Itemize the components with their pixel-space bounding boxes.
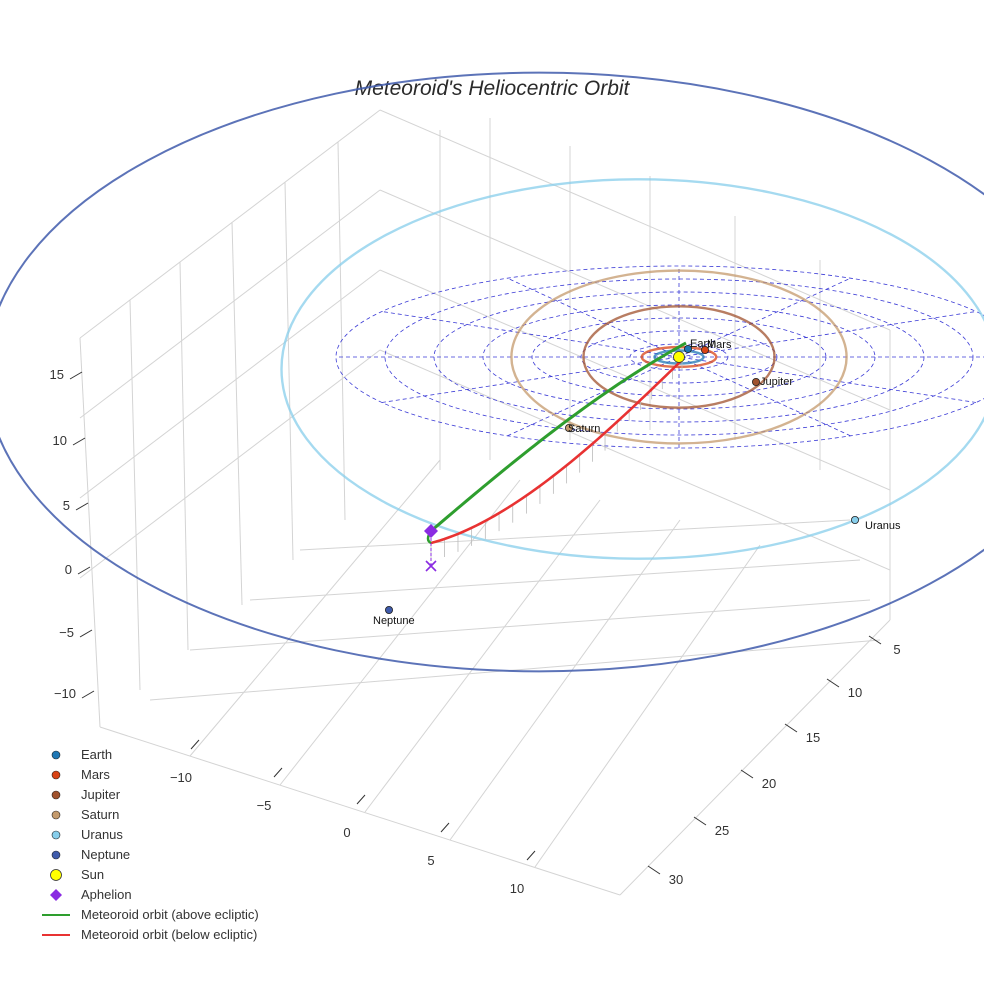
z-tick-label: 10 [53, 433, 67, 448]
y-tick [740, 769, 754, 779]
aphelion-marker [424, 524, 438, 538]
y-tick [693, 816, 707, 826]
z-tick-label: −10 [54, 686, 76, 701]
x-tick-label: 0 [343, 825, 350, 840]
x-tick-label: 5 [427, 853, 434, 868]
legend-marker [51, 770, 61, 780]
y-tick-label: 25 [715, 823, 729, 838]
y-tick-label: 15 [806, 730, 820, 745]
legend-marker [51, 810, 61, 820]
orbit-saturn [510, 269, 848, 445]
z-tick [72, 437, 86, 446]
legend-marker [51, 850, 61, 860]
x-tick [356, 794, 366, 805]
legend-label: Uranus [81, 827, 123, 842]
y-tick [868, 635, 882, 645]
planet-label-saturn: Saturn [568, 423, 600, 435]
y-tick-label: 20 [762, 776, 776, 791]
legend-marker [50, 889, 62, 901]
planet-uranus [851, 516, 860, 525]
planet-label-mars: Mars [707, 339, 732, 351]
z-tick [77, 566, 91, 575]
legend-marker [50, 869, 62, 881]
ecliptic-spoke [381, 311, 977, 403]
z-tick-label: 0 [65, 562, 72, 577]
meteoroid-orbit-below [430, 359, 683, 545]
plot-frame [79, 109, 891, 896]
planet-mars [701, 345, 710, 354]
legend: Earth Mars Jupiter Saturn Uranus Neptune Sun Ap… [42, 747, 259, 942]
planet-orbits [0, 71, 984, 673]
z-tick [79, 629, 93, 638]
meteoroid-orbit [425, 341, 687, 572]
legend-label: Aphelion [81, 887, 132, 902]
legend-label: Saturn [81, 807, 119, 822]
meteoroid-orbit-above [430, 341, 687, 533]
x-tick [190, 739, 200, 750]
z-tick-label: 5 [63, 498, 70, 513]
legend-label: Meteoroid orbit (below ecliptic) [81, 927, 257, 942]
x-tick-label: −5 [257, 798, 272, 813]
y-tick-label: 5 [893, 642, 900, 657]
ecliptic-spoke [381, 311, 977, 403]
legend-marker [51, 790, 61, 800]
planet-neptune [384, 606, 393, 615]
legend-label: Sun [81, 867, 104, 882]
aphelion-projection-marker [425, 560, 437, 572]
z-tick-label: 15 [50, 367, 64, 382]
legend-label: Meteoroid orbit (above ecliptic) [81, 907, 259, 922]
y-tick [647, 865, 661, 875]
x-tick-label: −10 [170, 770, 192, 785]
orbit-neptune [0, 71, 984, 673]
planet-earth [684, 344, 693, 353]
legend-label: Neptune [81, 847, 130, 862]
x-tick [273, 767, 283, 778]
x-tick [440, 822, 450, 833]
planet-saturn [565, 423, 574, 432]
orbit-uranus [280, 178, 984, 560]
y-tick-label: 30 [669, 872, 683, 887]
sun-marker [673, 351, 685, 363]
x-tick-label: 10 [510, 881, 524, 896]
planet-jupiter [752, 377, 761, 386]
x-tick [526, 850, 536, 861]
planet-label-jupiter: Jupiter [760, 376, 793, 388]
y-tick [784, 723, 798, 733]
legend-marker [51, 750, 61, 760]
axis-ticks: −10 −5 0 5 10 15 −10 −5 0 5 10 5 10 15 20 25 30 [50, 367, 901, 896]
z-tick [69, 371, 83, 380]
orbit-jupiter [582, 305, 776, 409]
legend-label: Earth [81, 747, 112, 762]
y-tick [826, 678, 840, 688]
planet-label-uranus: Uranus [865, 520, 901, 532]
legend-marker [51, 830, 61, 840]
legend-label: Jupiter [81, 787, 121, 802]
y-tick-label: 10 [848, 685, 862, 700]
z-tick [81, 690, 95, 699]
planet-label-neptune: Neptune [373, 615, 415, 627]
chart-title: Meteoroid's Heliocentric Orbit [355, 77, 631, 100]
z-tick [75, 502, 89, 511]
planet-label-earth: Earth [690, 338, 716, 350]
legend-label: Mars [81, 767, 110, 782]
z-tick-label: −5 [59, 625, 74, 640]
